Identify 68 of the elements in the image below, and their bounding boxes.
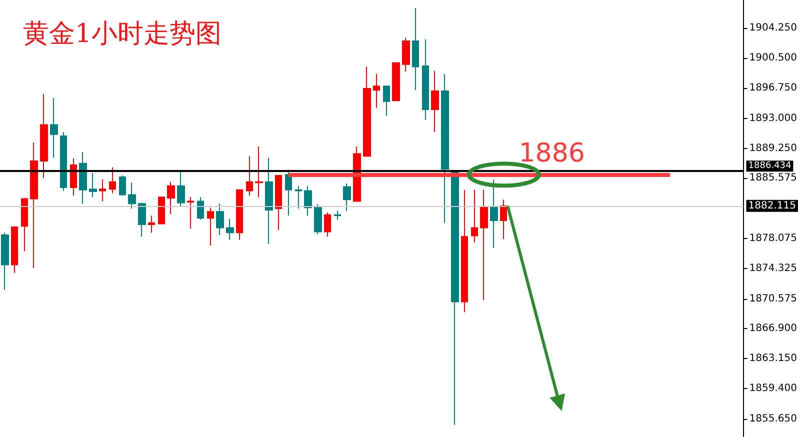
- candlestick: [60, 131, 67, 192]
- y-tick-label: 1878.075: [749, 232, 798, 244]
- candlestick: [30, 142, 38, 268]
- y-tick-label: 1863.150: [749, 353, 798, 364]
- candlestick: [461, 189, 468, 313]
- candlestick: [304, 185, 312, 216]
- candlestick: [363, 66, 371, 157]
- candlestick: [70, 158, 77, 196]
- ref-line-label: 1882.115: [748, 200, 796, 212]
- candlestick: [158, 196, 165, 224]
- y-tick-label: 1885.575: [749, 172, 798, 184]
- candlestick: [207, 207, 214, 246]
- candlestick: [422, 38, 429, 120]
- candlestick: [412, 8, 419, 91]
- candlestick: [314, 204, 322, 235]
- candlestick: [138, 202, 146, 238]
- y-tick-label: 1874.325: [749, 263, 798, 274]
- candlestick: [383, 86, 390, 116]
- candlestick: [392, 62, 400, 102]
- text: 黄金1小时走势图: [23, 19, 222, 49]
- candlestick: [275, 174, 282, 231]
- candlestick: [265, 157, 273, 244]
- candlestick: [441, 74, 449, 224]
- y-tick-label: 1896.750: [749, 82, 798, 94]
- candlestick: [480, 189, 488, 301]
- candlestick: [324, 212, 331, 238]
- y-tick-label: 1889.250: [749, 142, 798, 154]
- y-tick-label: 1866.900: [749, 322, 798, 334]
- y-tick-label: 1904.250: [749, 22, 798, 34]
- candlestick: [451, 172, 459, 426]
- candlestick: [11, 226, 18, 274]
- candlestick: [500, 199, 507, 240]
- candlestick: [128, 182, 136, 209]
- candlestick: [334, 210, 341, 220]
- candlestick: [246, 156, 253, 196]
- y-tick-label: 1900.500: [749, 52, 798, 64]
- candlestick: [119, 174, 126, 196]
- y-tick-label: 1870.575: [749, 293, 798, 304]
- candlestick: [226, 218, 234, 240]
- candlestick: [187, 196, 194, 230]
- candlestick: [295, 185, 302, 209]
- ref-line-label: 1886.434: [748, 161, 792, 172]
- y-tick-label: 1859.400: [749, 383, 798, 394]
- candlestick: [402, 37, 410, 72]
- candlestick: [99, 178, 106, 202]
- candlestick: [197, 196, 204, 220]
- candlestick: [89, 172, 97, 198]
- candlestick: [431, 70, 439, 132]
- candlestick: [343, 182, 351, 212]
- candlestick: [236, 189, 243, 240]
- ref-line-label: 1886: [518, 138, 585, 169]
- candlestick: [373, 74, 380, 108]
- candlestick: [177, 170, 185, 208]
- candlestick: [167, 181, 175, 215]
- candlestick: [471, 189, 478, 243]
- candlestick: [255, 146, 263, 198]
- candlestick: [50, 98, 58, 158]
- candlestick: [285, 169, 292, 216]
- candlestick: [148, 215, 155, 234]
- y-tick-label: 1893.000: [749, 112, 798, 124]
- candlestick: [21, 197, 28, 252]
- candlestick: [490, 178, 498, 248]
- candlestick: [109, 166, 116, 194]
- candlestick: [79, 152, 87, 204]
- candlestick: [1, 232, 9, 290]
- candlestick: [216, 203, 224, 236]
- y-tick-label: 1855.650: [749, 413, 798, 424]
- candlestick: [40, 94, 48, 178]
